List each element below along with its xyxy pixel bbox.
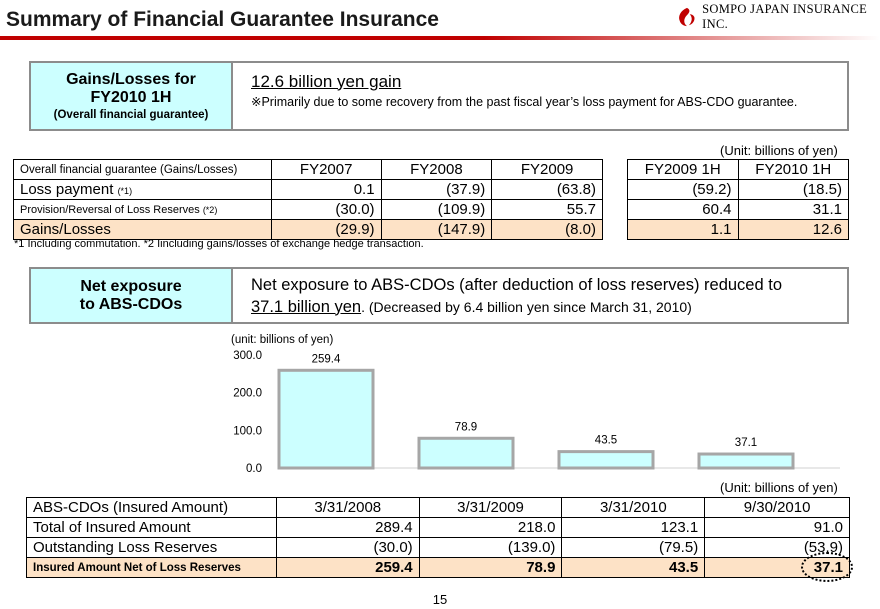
gains-heading-line2: FY2010 1H — [90, 89, 172, 106]
table-row-highlight: Insured Amount Net of Loss Reserves 259.… — [26, 552, 853, 582]
exposure-amount: 37.1 billion yen — [251, 297, 362, 316]
table-cell: 12.6 — [737, 219, 849, 240]
table-cell: (37.9) — [380, 179, 493, 200]
table-cell: (79.5) — [561, 537, 706, 558]
table-cell: (30.0) — [275, 537, 420, 558]
table-cell: 91.0 — [704, 517, 850, 538]
chart-bar — [277, 368, 375, 470]
half-header: FY2009 1H — [627, 159, 739, 180]
row-label: Total of Insured Amount — [26, 517, 277, 538]
table-cell: 289.4 — [275, 517, 420, 538]
dotted-circle-highlight — [801, 552, 853, 582]
table-cell: (29.9) — [270, 219, 382, 240]
row-label: Outstanding Loss Reserves — [26, 537, 277, 558]
gains-table-corner: Overall financial guarantee (Gains/Losse… — [13, 159, 272, 180]
table-cell: (30.0) — [270, 199, 382, 220]
table-cell: (18.5) — [737, 179, 849, 200]
table-cell: 218.0 — [418, 517, 563, 538]
gains-heading-line3: (Overall financial guarantee) — [53, 109, 209, 121]
table-cell: 0.1 — [270, 179, 382, 200]
chart-bar — [417, 436, 515, 470]
gains-box-body: 12.6 billion yen gain ※Primarily due to … — [233, 63, 847, 129]
y-tick-label: 0.0 — [246, 463, 262, 475]
table-cell: (139.0) — [418, 537, 563, 558]
table-cell: (8.0) — [491, 219, 603, 240]
date-header: 9/30/2010 — [704, 497, 850, 518]
sompo-flame-logo-icon — [679, 7, 695, 27]
exposure-heading-line1: Net exposure — [80, 277, 182, 295]
table-row: (59.2) (18.5) — [627, 179, 849, 200]
chart-bar — [697, 452, 795, 470]
fy-header: FY2008 — [380, 159, 493, 180]
exposure-box-body: Net exposure to ABS-CDOs (after deductio… — [233, 269, 847, 322]
table-row-highlight: 1.1 12.6 — [627, 219, 849, 240]
exposure-table: ABS-CDOs (Insured Amount) 3/31/2008 3/31… — [26, 497, 853, 582]
table-row-highlight: Gains/Losses (29.9) (147.9) (8.0) — [13, 219, 603, 240]
table-cell: 55.7 — [491, 199, 603, 220]
y-tick-label: 100.0 — [233, 425, 262, 437]
exposure-table-header-row: ABS-CDOs (Insured Amount) 3/31/2008 3/31… — [26, 497, 850, 518]
exposure-heading-line2: to ABS-CDOs — [79, 295, 183, 313]
chart-unit-label: (unit: billions of yen) — [231, 334, 334, 346]
table-row: Loss payment (*1) 0.1 (37.9) (63.8) — [13, 179, 603, 200]
date-header: 3/31/2010 — [561, 497, 706, 518]
gains-heading-line1: Gains/Losses for — [66, 71, 196, 88]
page-number: 15 — [432, 592, 448, 607]
row-label: Loss payment (*1) — [13, 179, 272, 200]
table-cell: (63.8) — [491, 179, 603, 200]
fy-header: FY2009 — [491, 159, 603, 180]
title-underline — [0, 36, 880, 40]
exposure-table-corner: ABS-CDOs (Insured Amount) — [26, 497, 277, 518]
table-cell: (59.2) — [627, 179, 739, 200]
gains-table-header-row: Overall financial guarantee (Gains/Losse… — [13, 159, 603, 180]
table-cell: 1.1 — [627, 219, 739, 240]
table-cell: 123.1 — [561, 517, 706, 538]
chart-bar — [557, 450, 655, 470]
gains-summary-box: Gains/Losses for FY2010 1H (Overall fina… — [29, 61, 849, 131]
table-row: Outstanding Loss Reserves (30.0) (139.0)… — [26, 537, 850, 558]
table-cell: 43.5 — [561, 557, 706, 578]
y-tick-label: 200.0 — [233, 388, 262, 400]
bar-value-label: 43.5 — [595, 435, 617, 447]
company-name: SOMPO JAPAN INSURANCE INC. — [702, 2, 868, 31]
bar-value-label: 37.1 — [735, 437, 757, 449]
table-row: Total of Insured Amount 289.4 218.0 123.… — [26, 517, 850, 538]
exposure-rest: . (Decreased by 6.4 billion yen since Ma… — [361, 298, 692, 315]
table-cell-circled: 37.1 — [704, 552, 853, 582]
date-header: 3/31/2008 — [275, 497, 420, 518]
y-tick-label: 300.0 — [233, 350, 262, 362]
exposure-text-line2: 37.1 billion yen. (Decreased by 6.4 bill… — [251, 296, 847, 318]
bar-value-label: 259.4 — [312, 353, 341, 365]
company-logo: SOMPO JAPAN INSURANCE INC. — [676, 2, 880, 31]
gains-table-unit: (Unit: billions of yen) — [720, 143, 838, 158]
gains-detail: ※Primarily due to some recovery from the… — [251, 94, 798, 109]
date-header: 3/31/2009 — [418, 497, 563, 518]
table-row: 60.4 31.1 — [627, 199, 849, 220]
gains-footnote: *1 Including commutation. *2 Iincluding … — [14, 238, 424, 250]
row-label: Provision/Reversal of Loss Reserves (*2) — [13, 199, 272, 220]
gains-box-heading: Gains/Losses for FY2010 1H (Overall fina… — [31, 63, 233, 129]
half-header: FY2010 1H — [737, 159, 849, 180]
table-row: Provision/Reversal of Loss Reserves (*2)… — [13, 199, 603, 220]
table-cell: 31.1 — [737, 199, 849, 220]
exposure-box-heading: Net exposure to ABS-CDOs — [31, 269, 233, 322]
exposure-text-line1: Net exposure to ABS-CDOs (after deductio… — [251, 275, 782, 294]
exposure-table-unit: (Unit: billions of yen) — [720, 480, 838, 495]
table-cell: (109.9) — [380, 199, 493, 220]
exposure-bar-chart: 0.0 100.0 200.0 300.0 259.4 78.9 43.5 37.1 — [233, 350, 840, 475]
page-title: Summary of Financial Guarantee Insurance — [6, 8, 439, 31]
table-cell: 259.4 — [275, 557, 420, 578]
table-cell: (147.9) — [380, 219, 493, 240]
table-cell: 60.4 — [627, 199, 739, 220]
exposure-summary-box: Net exposure to ABS-CDOs Net exposure to… — [29, 267, 849, 324]
gains-headline: 12.6 billion yen gain — [251, 71, 402, 91]
fy-header: FY2007 — [270, 159, 382, 180]
row-label: Gains/Losses — [13, 219, 272, 240]
half-table-header-row: FY2009 1H FY2010 1H — [627, 159, 849, 180]
row-label: Insured Amount Net of Loss Reserves — [26, 557, 277, 578]
bar-value-label: 78.9 — [455, 421, 477, 433]
gains-table: Overall financial guarantee (Gains/Losse… — [13, 159, 603, 240]
table-cell: 78.9 — [418, 557, 563, 578]
half-year-table: FY2009 1H FY2010 1H (59.2) (18.5) 60.4 3… — [627, 159, 849, 240]
